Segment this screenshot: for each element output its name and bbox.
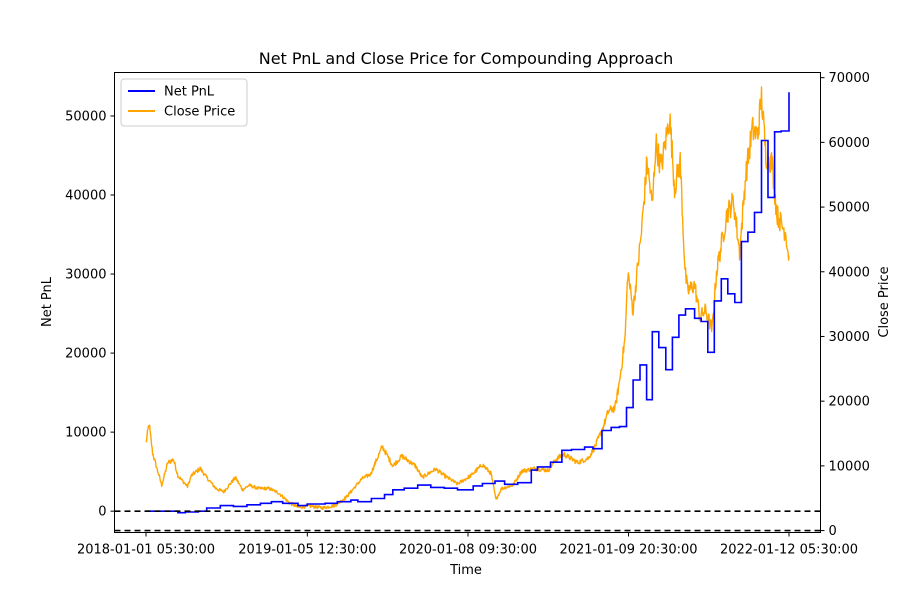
- y-tick-label-right: 40000: [829, 265, 870, 280]
- y-tick-label-left: 30000: [65, 268, 106, 283]
- y-tick-label-left: 0: [98, 505, 106, 520]
- y-axis-left-label: Net PnL: [40, 276, 55, 327]
- legend: Net PnL Close Price: [120, 78, 248, 127]
- y-tick-label-right: 70000: [829, 71, 870, 86]
- close-price-series: [145, 86, 790, 511]
- net-pnl-series: [146, 92, 790, 514]
- x-tick-label: 2020-01-08 09:30:00: [399, 543, 537, 558]
- y-tick-label-right: 50000: [829, 201, 870, 216]
- y-axis-left: 0 10000 20000 30000 40000 50000: [65, 109, 115, 520]
- x-axis: 2018-01-01 05:30:00 2019-01-05 12:30:00 20…: [77, 532, 858, 558]
- plot-frame: [114, 72, 821, 533]
- y-tick-label-left: 10000: [65, 426, 106, 441]
- x-tick-label: 2018-01-01 05:30:00: [77, 543, 215, 558]
- y-tick-label-right: 20000: [829, 395, 870, 410]
- y-tick-label-left: 40000: [65, 189, 106, 204]
- x-tick-label: 2022-01-12 05:30:00: [720, 543, 858, 558]
- y-axis-right-label: Close Price: [877, 266, 892, 337]
- y-tick-label-right: 0: [829, 524, 837, 539]
- x-axis-label: Time: [449, 563, 482, 578]
- legend-label-close-price: Close Price: [164, 105, 235, 120]
- y-tick-label-right: 60000: [829, 136, 870, 151]
- chart-title: Net PnL and Close Price for Compounding …: [259, 49, 674, 68]
- legend-label-net-pnl: Net PnL: [164, 85, 215, 100]
- reference-lines: [114, 510, 821, 532]
- close-price-line: [145, 86, 790, 511]
- y-tick-label-left: 50000: [65, 109, 106, 124]
- y-tick-label-right: 30000: [829, 330, 870, 345]
- y-tick-label-right: 10000: [829, 459, 870, 474]
- x-tick-label: 2019-01-05 12:30:00: [238, 543, 376, 558]
- x-tick-label: 2021-01-09 20:30:00: [559, 543, 697, 558]
- y-axis-right: 0 10000 20000 30000 40000 50000 60000 70000: [820, 71, 870, 539]
- y-tick-label-left: 20000: [65, 347, 106, 362]
- net-pnl-line: [146, 92, 790, 514]
